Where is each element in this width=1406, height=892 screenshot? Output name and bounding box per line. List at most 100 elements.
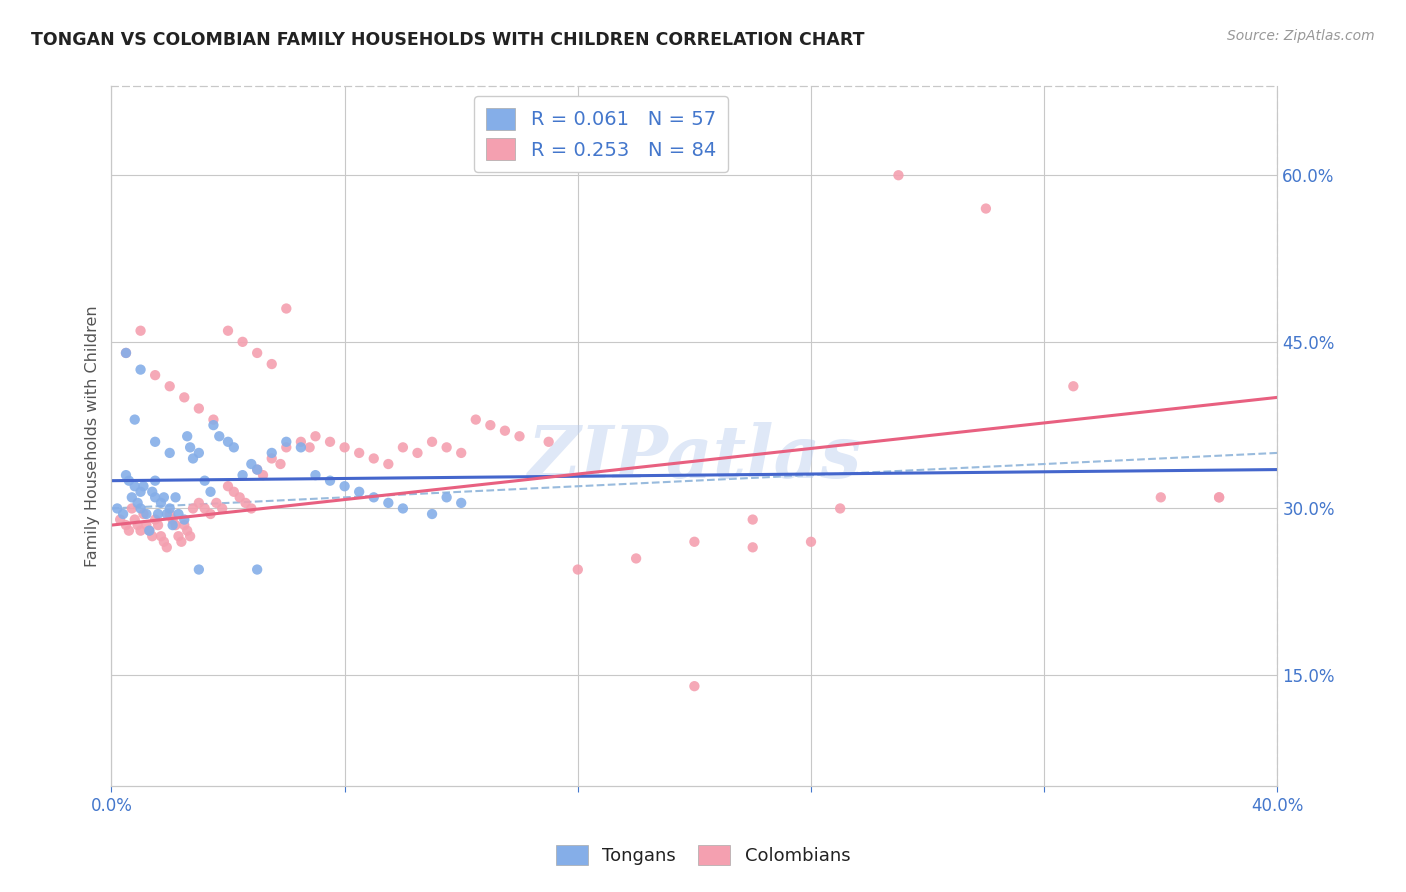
Point [319,434,342,449]
Point [167,529,190,543]
Point [1208,491,1230,505]
Point [118,524,141,538]
Point [156,541,179,555]
Point [115,346,138,360]
Point [1150,491,1173,505]
Point [162,512,184,526]
Point [420,507,443,521]
Point [333,479,356,493]
Point [167,507,190,521]
Point [165,491,187,505]
Point [108,512,131,526]
Point [181,501,204,516]
Point [143,434,166,449]
Point [260,357,283,371]
Point [392,441,415,455]
Point [129,362,152,376]
Point [741,512,763,526]
Point [202,412,225,426]
Point [149,496,172,510]
Point [304,468,326,483]
Point [333,441,356,455]
Point [830,501,852,516]
Point [138,524,160,538]
Point [176,524,198,538]
Point [105,501,128,516]
Point [232,468,254,483]
Point [121,501,143,516]
Point [159,507,181,521]
Point [246,462,269,476]
Point [377,496,399,510]
Point [162,518,184,533]
Point [127,496,149,510]
Point [138,524,160,538]
Point [304,429,326,443]
Point [246,462,269,476]
Point [121,491,143,505]
Point [170,534,193,549]
Point [298,441,321,455]
Point [537,434,560,449]
Point [741,541,763,555]
Point [135,518,157,533]
Point [1208,491,1230,505]
Point [240,501,263,516]
Point [124,412,146,426]
Point [222,484,245,499]
Point [143,368,166,383]
Point [235,496,257,510]
Point [450,446,472,460]
Point [1062,379,1084,393]
Point [887,168,910,182]
Point [319,474,342,488]
Point [290,434,312,449]
Point [135,507,157,521]
Point [165,518,187,533]
Point [129,524,152,538]
Point [202,418,225,433]
Point [683,534,706,549]
Point [181,451,204,466]
Point [159,501,181,516]
Point [179,441,201,455]
Point [217,479,239,493]
Legend: Tongans, Colombians: Tongans, Colombians [548,838,858,872]
Point [436,441,458,455]
Point [146,507,169,521]
Point [363,491,385,505]
Text: ZIPatlas: ZIPatlas [527,422,862,492]
Point [208,429,231,443]
Point [124,479,146,493]
Point [124,512,146,526]
Point [406,446,429,460]
Point [494,424,516,438]
Point [217,324,239,338]
Point [156,507,179,521]
Point [115,518,138,533]
Point [450,496,472,510]
Point [143,512,166,526]
Point [159,446,181,460]
Point [205,496,228,510]
Point [363,451,385,466]
Point [194,474,217,488]
Point [173,518,195,533]
Point [436,491,458,505]
Point [187,563,209,577]
Point [246,563,269,577]
Point [252,468,274,483]
Point [464,412,486,426]
Point [132,479,155,493]
Point [222,441,245,455]
Point [347,446,370,460]
Point [420,434,443,449]
Point [141,529,163,543]
Point [115,468,138,483]
Point [228,491,250,505]
Point [246,346,269,360]
Point [232,334,254,349]
Point [176,429,198,443]
Point [115,346,138,360]
Point [127,518,149,533]
